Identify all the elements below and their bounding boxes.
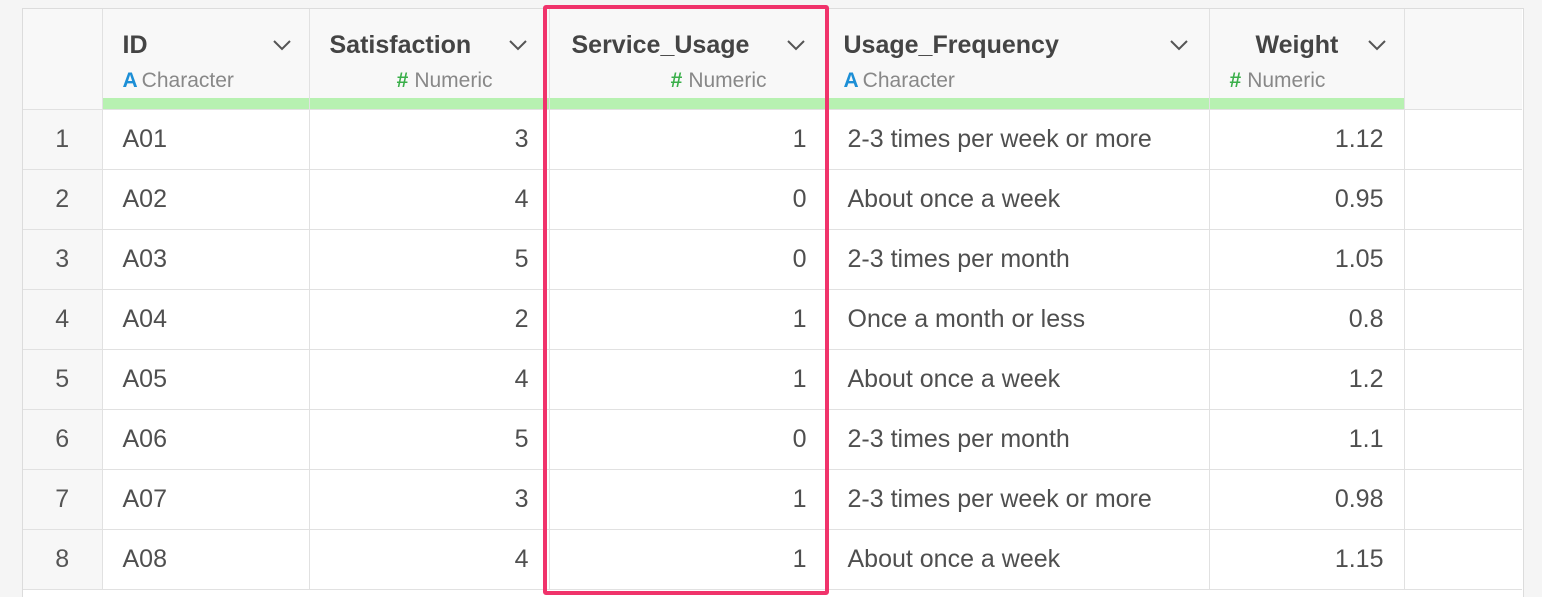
table-row[interactable]: 4 A04 2 1 Once a month or less 0.8	[23, 289, 1522, 350]
row-number: 7	[23, 469, 103, 530]
cell-usage-frequency[interactable]: 2-3 times per month	[827, 409, 1210, 470]
cell-service-usage[interactable]: 1	[549, 349, 828, 410]
data-table: ID A Character Satisfaction # Numeric Serv…	[23, 9, 1522, 590]
column-header-weight[interactable]: Weight # Numeric	[1209, 9, 1405, 110]
cell-service-usage[interactable]: 0	[549, 169, 828, 230]
column-type: # Numeric	[1229, 69, 1326, 92]
numeric-type-icon: #	[670, 69, 683, 92]
table-row[interactable]: 6 A06 5 0 2-3 times per month 1.1	[23, 409, 1522, 470]
empty-cell	[1404, 109, 1522, 170]
row-number: 8	[23, 529, 103, 590]
row-number-header	[23, 9, 103, 110]
empty-cell	[1404, 349, 1522, 410]
chevron-down-icon[interactable]	[272, 39, 291, 51]
cell-satisfaction[interactable]: 5	[309, 229, 550, 290]
column-name: Usage_Frequency	[843, 31, 1059, 59]
column-type: # Numeric	[396, 69, 493, 92]
cell-service-usage[interactable]: 1	[549, 109, 828, 170]
character-type-icon: A	[843, 69, 859, 92]
cell-usage-frequency[interactable]: About once a week	[827, 169, 1210, 230]
cell-id[interactable]: A04	[102, 289, 310, 350]
numeric-type-icon: #	[1229, 69, 1242, 92]
cell-weight[interactable]: 1.15	[1209, 529, 1405, 590]
column-name: Weight	[1255, 31, 1339, 59]
table-row[interactable]: 7 A07 3 1 2-3 times per week or more 0.9…	[23, 469, 1522, 530]
empty-cell	[1404, 409, 1522, 470]
cell-weight[interactable]: 1.1	[1209, 409, 1405, 470]
column-header-usage-frequency[interactable]: Usage_Frequency A Character	[827, 9, 1210, 110]
header-row: ID A Character Satisfaction # Numeric Serv…	[23, 9, 1522, 110]
cell-usage-frequency[interactable]: 2-3 times per week or more	[827, 109, 1210, 170]
cell-satisfaction[interactable]: 4	[309, 169, 550, 230]
column-type-bar	[1209, 98, 1403, 109]
row-number: 5	[23, 349, 103, 410]
numeric-type-icon: #	[396, 69, 409, 92]
table-row[interactable]: 5 A05 4 1 About once a week 1.2	[23, 349, 1522, 410]
cell-satisfaction[interactable]: 3	[309, 469, 550, 530]
chevron-down-icon[interactable]	[1169, 39, 1188, 51]
cell-service-usage[interactable]: 0	[549, 229, 828, 290]
cell-service-usage[interactable]: 1	[549, 289, 828, 350]
cell-satisfaction[interactable]: 4	[309, 529, 550, 590]
empty-cell	[1404, 229, 1522, 290]
empty-cell	[1404, 169, 1522, 230]
cell-id[interactable]: A01	[102, 109, 310, 170]
row-number: 1	[23, 109, 103, 170]
table-row[interactable]: 3 A03 5 0 2-3 times per month 1.05	[23, 229, 1522, 290]
empty-cell	[1404, 289, 1522, 350]
empty-header-cell	[1404, 9, 1522, 110]
chevron-down-icon[interactable]	[1367, 39, 1386, 51]
cell-weight[interactable]: 1.12	[1209, 109, 1405, 170]
column-header-id[interactable]: ID A Character	[102, 9, 310, 110]
column-name: Satisfaction	[329, 31, 472, 59]
chevron-down-icon[interactable]	[508, 39, 527, 51]
cell-id[interactable]: A02	[102, 169, 310, 230]
cell-usage-frequency[interactable]: About once a week	[827, 529, 1210, 590]
data-grid: ID A Character Satisfaction # Numeric Serv…	[22, 8, 1524, 597]
cell-service-usage[interactable]: 1	[549, 469, 828, 530]
column-type-bar	[309, 98, 548, 109]
character-type-icon: A	[122, 69, 138, 92]
empty-cell	[1404, 529, 1522, 590]
column-type: A Character	[122, 69, 234, 92]
row-number: 6	[23, 409, 103, 470]
row-number: 4	[23, 289, 103, 350]
table-row[interactable]: 1 A01 3 1 2-3 times per week or more 1.1…	[23, 109, 1522, 170]
cell-id[interactable]: A06	[102, 409, 310, 470]
cell-satisfaction[interactable]: 3	[309, 109, 550, 170]
column-type: # Numeric	[670, 69, 767, 92]
cell-service-usage[interactable]: 0	[549, 409, 828, 470]
column-type-bar	[549, 98, 826, 109]
cell-weight[interactable]: 0.8	[1209, 289, 1405, 350]
cell-satisfaction[interactable]: 5	[309, 409, 550, 470]
cell-service-usage[interactable]: 1	[549, 529, 828, 590]
cell-usage-frequency[interactable]: 2-3 times per month	[827, 229, 1210, 290]
cell-id[interactable]: A08	[102, 529, 310, 590]
cell-id[interactable]: A03	[102, 229, 310, 290]
cell-weight[interactable]: 1.2	[1209, 349, 1405, 410]
cell-usage-frequency[interactable]: 2-3 times per week or more	[827, 469, 1210, 530]
cell-satisfaction[interactable]: 2	[309, 289, 550, 350]
column-type-bar	[102, 98, 308, 109]
cell-usage-frequency[interactable]: Once a month or less	[827, 289, 1210, 350]
cell-id[interactable]: A07	[102, 469, 310, 530]
cell-id[interactable]: A05	[102, 349, 310, 410]
column-type-bar	[827, 98, 1208, 109]
row-number: 2	[23, 169, 103, 230]
row-number: 3	[23, 229, 103, 290]
cell-usage-frequency[interactable]: About once a week	[827, 349, 1210, 410]
cell-weight[interactable]: 0.98	[1209, 469, 1405, 530]
column-name: Service_Usage	[571, 31, 750, 59]
column-header-satisfaction[interactable]: Satisfaction # Numeric	[309, 9, 550, 110]
column-type: A Character	[843, 69, 955, 92]
column-name: ID	[122, 31, 148, 59]
empty-cell	[1404, 469, 1522, 530]
chevron-down-icon[interactable]	[786, 39, 805, 51]
column-header-service-usage[interactable]: Service_Usage # Numeric	[549, 9, 828, 110]
cell-satisfaction[interactable]: 4	[309, 349, 550, 410]
cell-weight[interactable]: 1.05	[1209, 229, 1405, 290]
table-row[interactable]: 8 A08 4 1 About once a week 1.15	[23, 529, 1522, 590]
table-row[interactable]: 2 A02 4 0 About once a week 0.95	[23, 169, 1522, 230]
cell-weight[interactable]: 0.95	[1209, 169, 1405, 230]
